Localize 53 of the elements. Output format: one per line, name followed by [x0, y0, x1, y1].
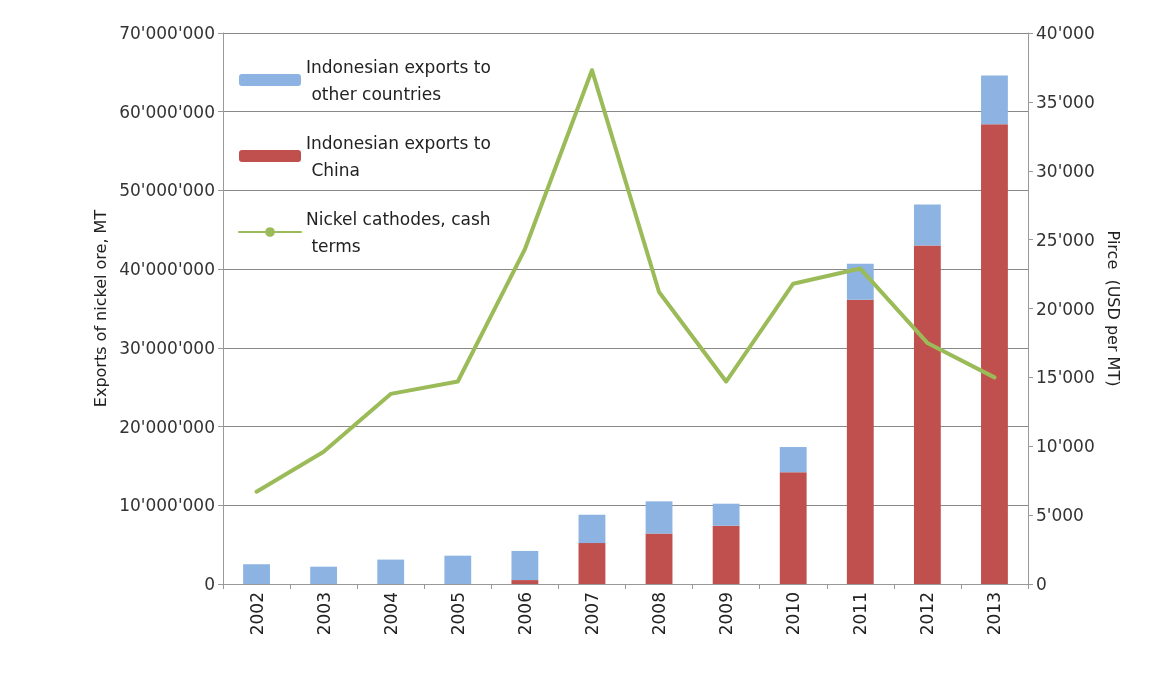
bar: [377, 559, 405, 584]
y-tick-label: 40'000'000: [119, 259, 215, 280]
y-tick-label: 70'000'000: [119, 23, 215, 43]
x-tick-label: 2005: [447, 592, 468, 636]
y2-tick-label: 15'000: [1036, 367, 1095, 388]
y-tick-label: 60'000'000: [119, 101, 215, 122]
y-tick-label: 30'000'000: [119, 337, 215, 358]
y-axis-title: Exports of nickel ore, MT: [90, 209, 110, 408]
y2-tick-label: 25'000: [1036, 229, 1095, 250]
bar: [511, 550, 539, 581]
bar: [981, 124, 1008, 584]
y2-tick-label: 30'000: [1036, 160, 1095, 181]
x-tick-label: 2006: [514, 592, 535, 636]
bar: [444, 555, 472, 584]
legend-label: Indonesian exports to other countries: [306, 56, 491, 104]
bar: [310, 566, 338, 584]
y2-tick-label: 10'000: [1036, 436, 1095, 457]
bar: [846, 299, 874, 584]
legend-label: Indonesian exports to China: [306, 132, 491, 180]
bar: [712, 503, 740, 526]
y-tick-label: 50'000'000: [119, 180, 215, 201]
bar: [243, 564, 270, 584]
y2-axis-title: Pirce (USD per MT): [1104, 230, 1124, 387]
bar: [645, 501, 673, 534]
bar: [578, 543, 606, 584]
bar: [913, 245, 941, 584]
x-tick-label: 2009: [716, 592, 737, 636]
x-tick-label: 2013: [984, 592, 1005, 636]
bar: [981, 75, 1008, 125]
bar: [511, 580, 539, 584]
x-tick-label: 2007: [581, 592, 602, 636]
y2-tick-label: 0: [1036, 574, 1047, 594]
bar: [578, 514, 606, 544]
bar: [712, 525, 740, 584]
x-tick-label: 2002: [246, 592, 267, 636]
bar: [779, 447, 807, 473]
y2-tick-label: 5'000: [1036, 505, 1084, 526]
y2-tick-label: 35'000: [1036, 91, 1095, 112]
y-tick-label: 20'000'000: [119, 416, 215, 437]
y2-tick-label: 20'000: [1036, 298, 1095, 319]
x-tick-label: 2008: [649, 592, 670, 636]
y2-tick-label: 40'000: [1036, 23, 1095, 43]
bar: [645, 533, 673, 584]
y-tick-label: 0: [204, 574, 215, 594]
x-tick-label: 2010: [783, 592, 804, 636]
legend-label: Nickel cathodes, cash terms: [306, 208, 491, 256]
y-tick-label: 10'000'000: [119, 495, 215, 516]
bar: [779, 472, 807, 584]
bar: [913, 204, 941, 246]
x-tick-label: 2012: [917, 592, 938, 636]
x-tick-label: 2004: [380, 592, 401, 636]
x-tick-label: 2003: [313, 592, 334, 636]
x-tick-label: 2011: [850, 592, 871, 636]
